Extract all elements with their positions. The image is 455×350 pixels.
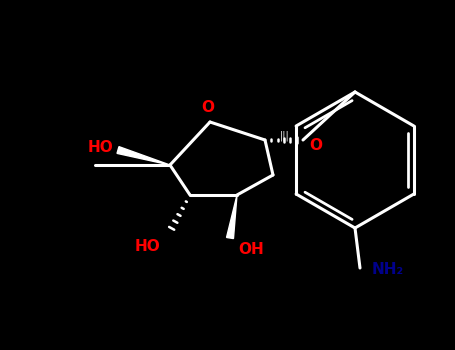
Text: HO: HO xyxy=(87,140,113,155)
Text: O: O xyxy=(309,139,322,154)
Text: |||: ||| xyxy=(280,131,290,141)
Text: HO: HO xyxy=(134,239,160,254)
Text: NH₂: NH₂ xyxy=(372,262,404,278)
Text: OH: OH xyxy=(238,242,264,257)
Polygon shape xyxy=(227,195,237,239)
Polygon shape xyxy=(117,147,170,165)
Text: O: O xyxy=(202,100,214,116)
